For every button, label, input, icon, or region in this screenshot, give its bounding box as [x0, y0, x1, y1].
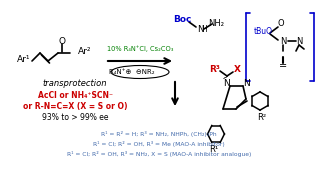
- Text: or R-N=C=X (X = S or O): or R-N=C=X (X = S or O): [23, 101, 127, 111]
- Text: N: N: [224, 80, 230, 88]
- Text: =: =: [279, 61, 287, 71]
- Text: 10% R₄N⁺Cl, Cs₂CO₃: 10% R₄N⁺Cl, Cs₂CO₃: [107, 46, 173, 52]
- Text: X: X: [233, 66, 240, 74]
- Text: N: N: [197, 25, 204, 33]
- Text: R¹ = R² = H; R³ = NH₂, NHPh, (CH₂)₂Ph: R¹ = R² = H; R³ = NH₂, NHPh, (CH₂)₂Ph: [101, 131, 217, 137]
- Text: N: N: [296, 36, 302, 46]
- Text: O: O: [59, 36, 66, 46]
- Text: 93% to > 99% ee: 93% to > 99% ee: [42, 112, 108, 122]
- Text: Boc: Boc: [173, 15, 191, 23]
- Text: Ar¹: Ar¹: [17, 54, 31, 64]
- Text: Ar²: Ar²: [78, 46, 92, 56]
- Text: N: N: [280, 36, 286, 46]
- Text: R¹: R¹: [209, 146, 219, 154]
- Text: NH₂: NH₂: [208, 19, 224, 28]
- Text: H: H: [201, 25, 207, 33]
- Text: R²: R²: [258, 112, 266, 122]
- Text: tBuO: tBuO: [253, 26, 273, 36]
- Text: R¹ = Cl; R² = OH, R³ = NH₂, X = S (MAO-A inhibitor analogue): R¹ = Cl; R² = OH, R³ = NH₂, X = S (MAO-A…: [67, 151, 251, 157]
- Text: R³: R³: [210, 66, 220, 74]
- Text: O: O: [278, 19, 284, 29]
- Text: AcCl or NH₄⁺SCN⁻: AcCl or NH₄⁺SCN⁻: [38, 91, 113, 101]
- Text: R¹ = Cl; R² = OH, R³ = Me (MAO-A inhibitor): R¹ = Cl; R² = OH, R³ = Me (MAO-A inhibit…: [93, 141, 225, 147]
- Text: N: N: [243, 80, 249, 88]
- Text: transprotection: transprotection: [43, 80, 107, 88]
- Text: R₄N⁺⊕  ⊖NR₂: R₄N⁺⊕ ⊖NR₂: [109, 69, 155, 75]
